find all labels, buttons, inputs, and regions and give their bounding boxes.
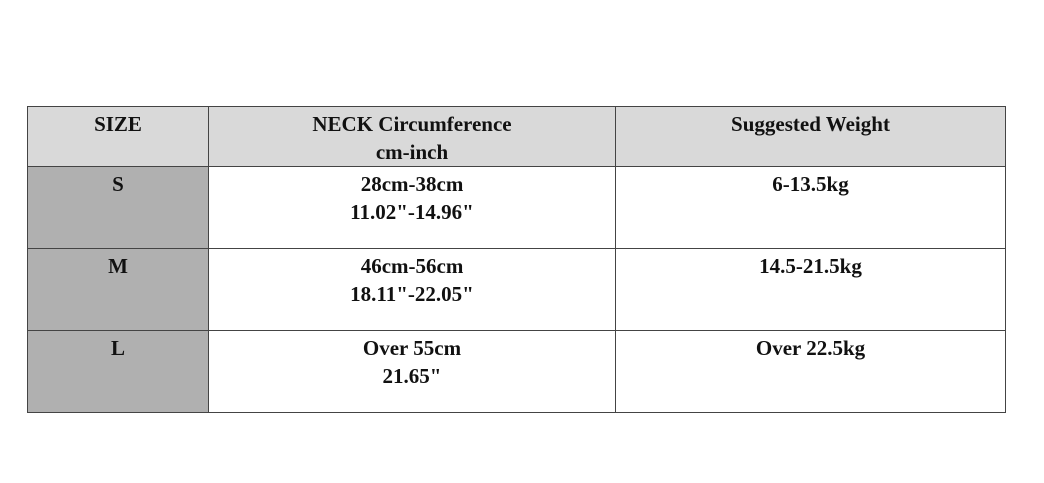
table-row: M 46cm-56cm 18.11"-22.05" 14.5-21.5kg (27, 248, 1006, 331)
neck-cell: 28cm-38cm 11.02"-14.96" (208, 166, 616, 249)
neck-cm: Over 55cm (362, 336, 462, 360)
header-weight-label: Suggested Weight (731, 112, 890, 136)
neck-inch: 11.02"-14.96" (350, 200, 474, 224)
header-neck: NECK Circumference cm-inch (208, 106, 616, 167)
neck-inch: 21.65" (382, 364, 442, 388)
header-row: SIZE NECK Circumference cm-inch Suggeste… (27, 106, 1006, 167)
neck-inch: 18.11"-22.05" (350, 282, 474, 306)
table-row: S 28cm-38cm 11.02"-14.96" 6-13.5kg (27, 166, 1006, 249)
header-neck-unit: cm-inch (375, 140, 449, 164)
header-weight: Suggested Weight (615, 106, 1006, 167)
size-cell: L (27, 330, 209, 413)
weight-cell: 6-13.5kg (615, 166, 1006, 249)
neck-cell: 46cm-56cm 18.11"-22.05" (208, 248, 616, 331)
header-size: SIZE (27, 106, 209, 167)
table-row: L Over 55cm 21.65" Over 22.5kg (27, 330, 1006, 413)
size-chart-table: SIZE NECK Circumference cm-inch Suggeste… (27, 106, 1006, 413)
neck-cm: 46cm-56cm (360, 254, 464, 278)
neck-cm: 28cm-38cm (360, 172, 464, 196)
size-cell: M (27, 248, 209, 331)
header-neck-label: NECK Circumference (312, 112, 512, 136)
neck-cell: Over 55cm 21.65" (208, 330, 616, 413)
weight-cell: Over 22.5kg (615, 330, 1006, 413)
size-cell: S (27, 166, 209, 249)
weight-cell: 14.5-21.5kg (615, 248, 1006, 331)
header-size-label: SIZE (94, 112, 142, 136)
